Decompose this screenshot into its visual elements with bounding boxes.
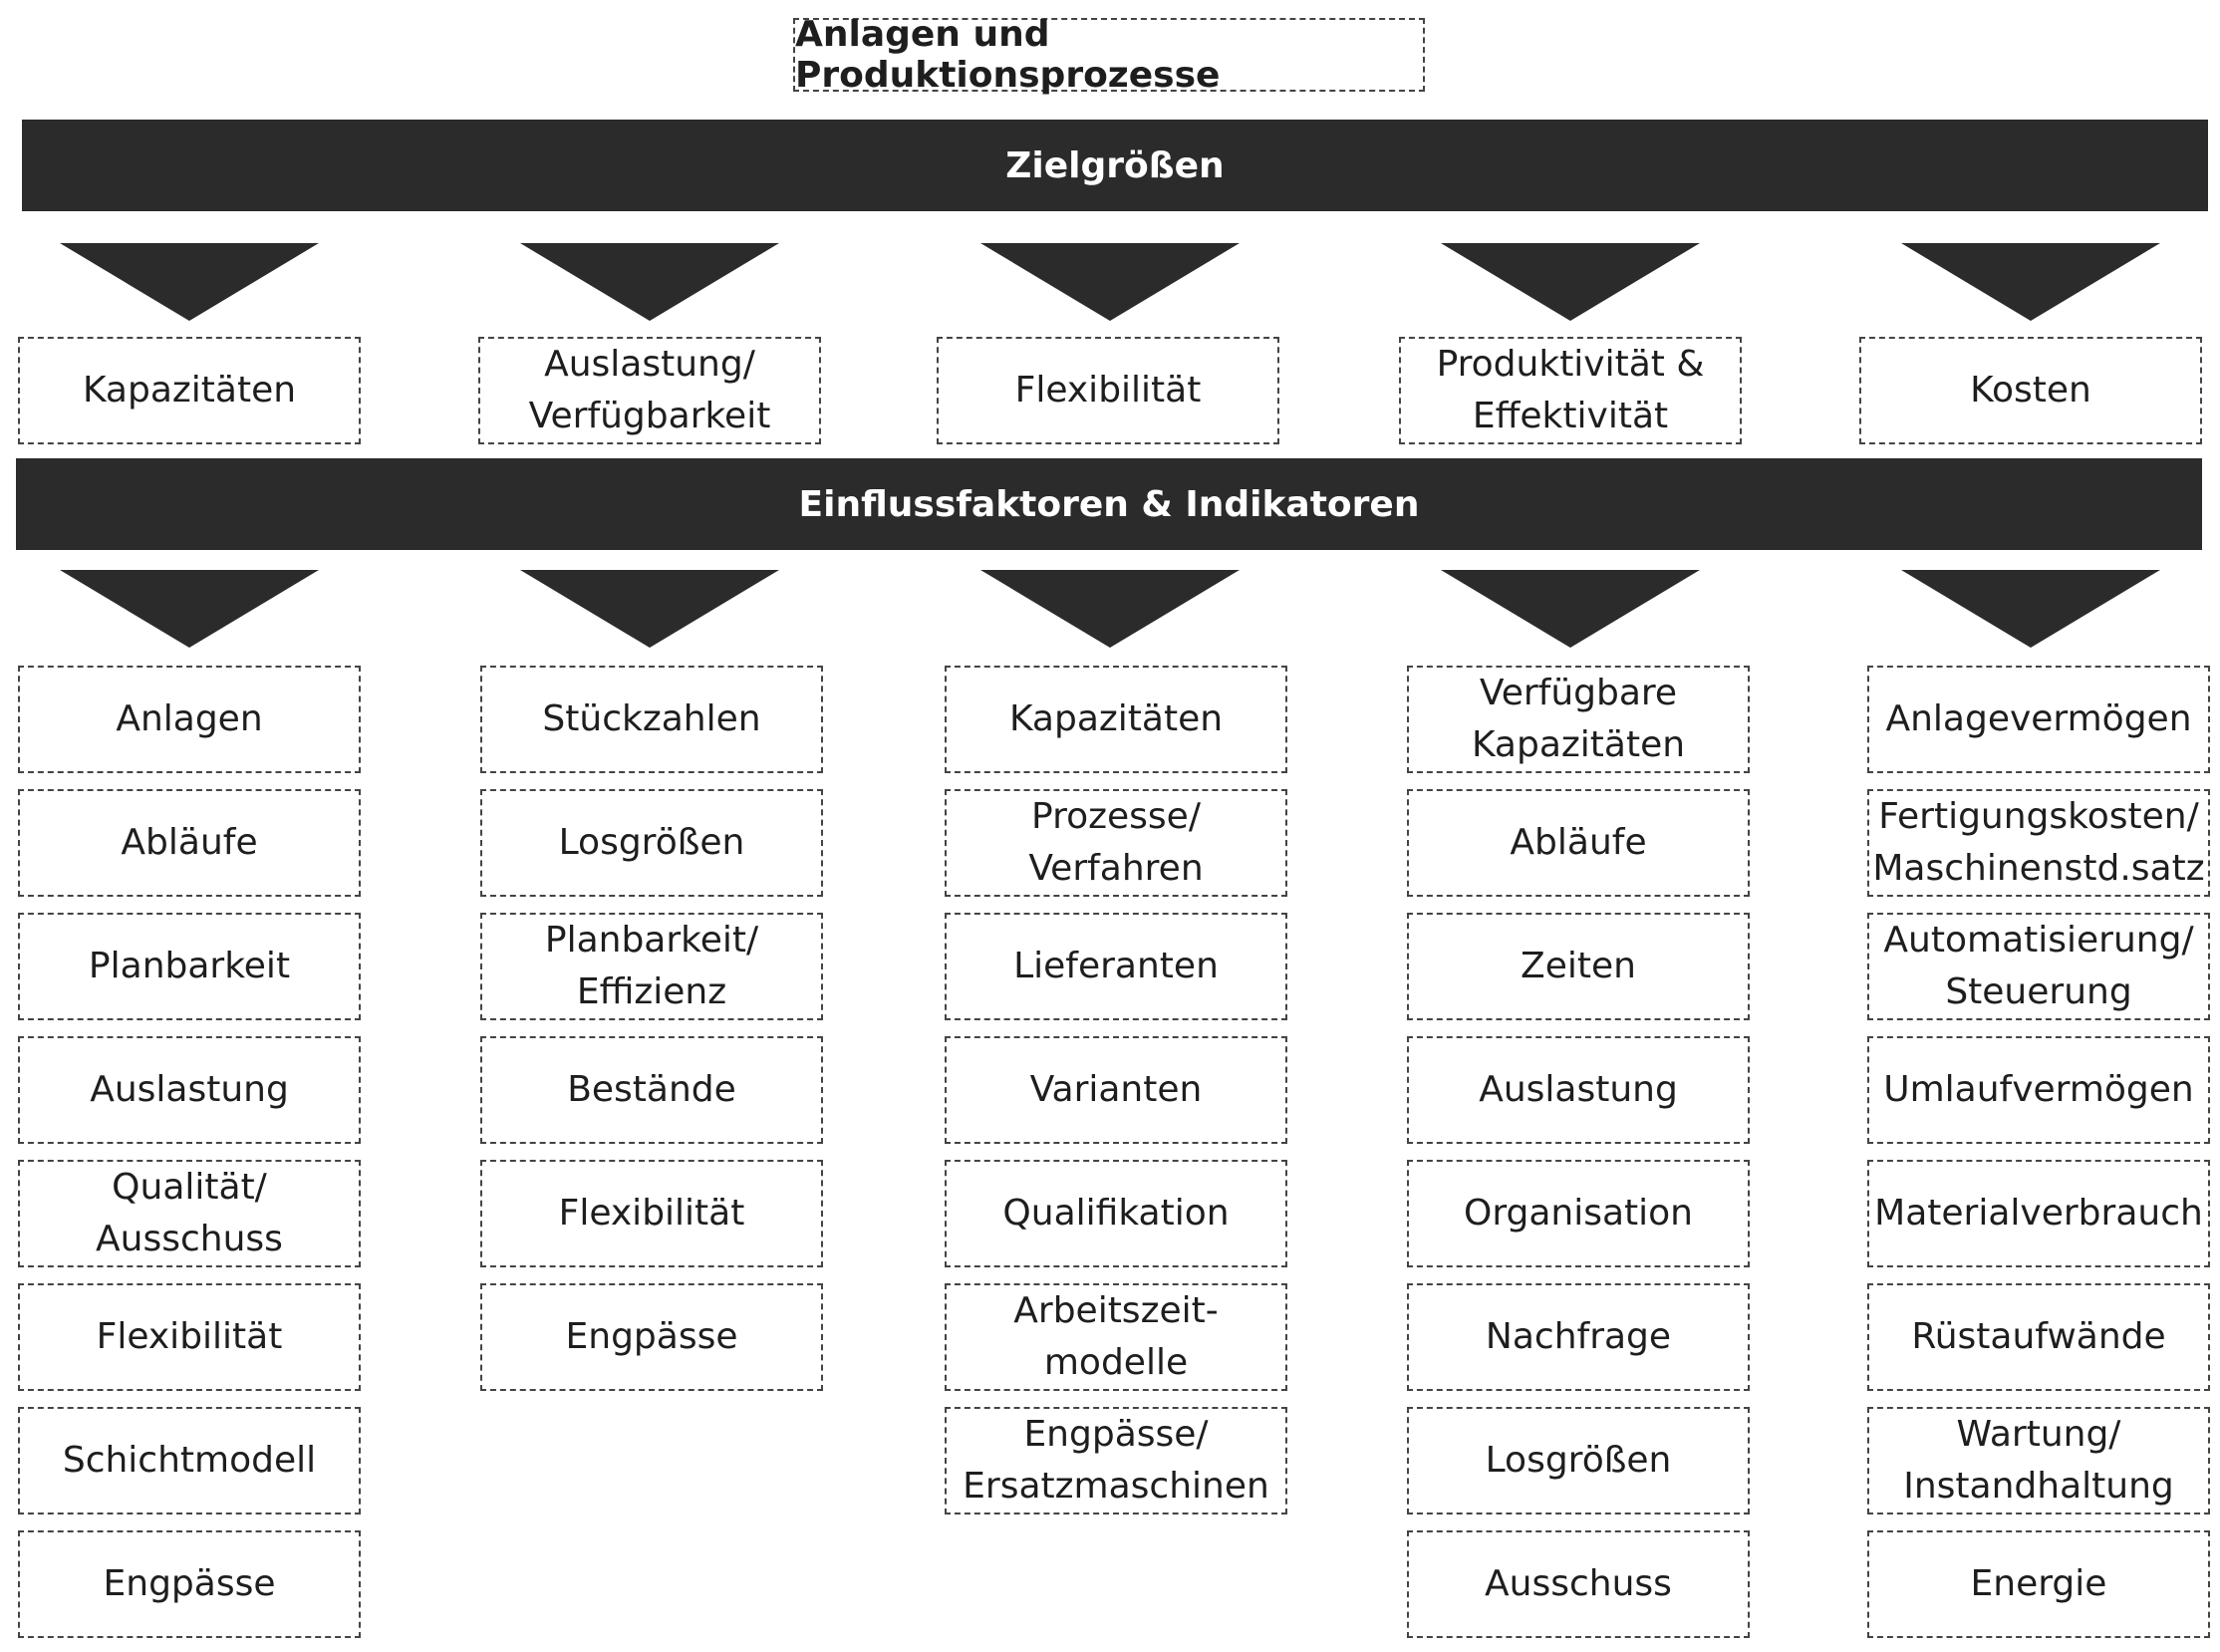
arrow-down-icon <box>1441 243 1700 321</box>
indicator-box: Organisation <box>1407 1160 1750 1267</box>
indicator-box: Ausschuss <box>1407 1530 1750 1638</box>
target-box-auslastung: Auslastung/ Verfügbarkeit <box>478 337 821 444</box>
indicator-box: Wartung/ Instandhaltung <box>1867 1407 2210 1514</box>
indicator-box: Qualifikation <box>945 1160 1287 1267</box>
target-box-kosten: Kosten <box>1859 337 2202 444</box>
diagram-title: Anlagen und Produktionsprozesse <box>793 14 1425 96</box>
indicator-box: Flexibilität <box>480 1160 823 1267</box>
indicator-box: Auslastung <box>18 1036 361 1144</box>
indicator-box: Zeiten <box>1407 913 1750 1020</box>
indicator-box: Engpässe/ Ersatzmaschinen <box>945 1407 1287 1514</box>
indicator-box: Prozesse/ Verfahren <box>945 789 1287 897</box>
indicator-box: Energie <box>1867 1530 2210 1638</box>
indicator-box: Auslastung <box>1407 1036 1750 1144</box>
indicator-box: Losgrößen <box>1407 1407 1750 1514</box>
indicator-box: Arbeitszeit- modelle <box>945 1283 1287 1391</box>
indicator-box: Qualität/ Ausschuss <box>18 1160 361 1267</box>
arrow-down-icon <box>980 243 1240 321</box>
arrow-down-icon <box>520 570 779 648</box>
indicator-box: Planbarkeit/ Effizienz <box>480 913 823 1020</box>
indicator-box: Kapazitäten <box>945 666 1287 773</box>
indicator-box: Lieferanten <box>945 913 1287 1020</box>
arrow-down-icon <box>60 243 319 321</box>
indicator-box: Materialverbrauch <box>1867 1160 2210 1267</box>
arrow-down-icon <box>980 570 1240 648</box>
indicator-box: Planbarkeit <box>18 913 361 1020</box>
einflussfaktoren-bar: Einflussfaktoren & Indikatoren <box>16 458 2202 550</box>
indicator-box: Engpässe <box>480 1283 823 1391</box>
arrow-down-icon <box>60 570 319 648</box>
indicator-box: Stückzahlen <box>480 666 823 773</box>
indicator-box: Losgrößen <box>480 789 823 897</box>
indicator-box: Engpässe <box>18 1530 361 1638</box>
indicator-box: Abläufe <box>1407 789 1750 897</box>
indicator-box: Rüstaufwände <box>1867 1283 2210 1391</box>
indicator-box: Automatisierung/ Steuerung <box>1867 913 2210 1020</box>
indicator-box: Umlaufvermögen <box>1867 1036 2210 1144</box>
target-box-kapazitaeten: Kapazitäten <box>18 337 361 444</box>
indicator-box: Anlagevermögen <box>1867 666 2210 773</box>
indicator-box: Anlagen <box>18 666 361 773</box>
target-box-produktivitaet: Produktivität & Effektivität <box>1399 337 1742 444</box>
zielgroessen-bar: Zielgrößen <box>22 120 2208 211</box>
indicator-box: Nachfrage <box>1407 1283 1750 1391</box>
arrow-down-icon <box>520 243 779 321</box>
indicator-box: Bestände <box>480 1036 823 1144</box>
target-box-flexibilitaet: Flexibilität <box>937 337 1279 444</box>
arrow-down-icon <box>1901 570 2160 648</box>
indicator-box: Flexibilität <box>18 1283 361 1391</box>
arrow-down-icon <box>1441 570 1700 648</box>
indicator-box: Varianten <box>945 1036 1287 1144</box>
indicator-box: Fertigungskosten/ Maschinenstd.satz <box>1867 789 2210 897</box>
arrow-down-icon <box>1901 243 2160 321</box>
indicator-box: Schichtmodell <box>18 1407 361 1514</box>
indicator-box: Verfügbare Kapazitäten <box>1407 666 1750 773</box>
indicator-box: Abläufe <box>18 789 361 897</box>
